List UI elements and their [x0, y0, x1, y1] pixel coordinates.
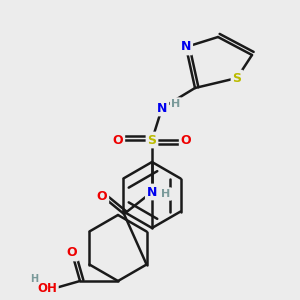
Text: N: N [181, 40, 191, 53]
Text: O: O [67, 247, 77, 260]
Text: O: O [97, 190, 107, 202]
Text: H: H [30, 274, 38, 284]
Text: S: S [232, 71, 242, 85]
Text: N: N [147, 185, 157, 199]
Text: OH: OH [37, 283, 57, 296]
Text: N: N [157, 101, 167, 115]
Text: O: O [113, 134, 123, 146]
Text: O: O [181, 134, 191, 146]
Text: H: H [171, 99, 181, 109]
Text: S: S [148, 134, 157, 146]
Text: H: H [161, 189, 171, 199]
